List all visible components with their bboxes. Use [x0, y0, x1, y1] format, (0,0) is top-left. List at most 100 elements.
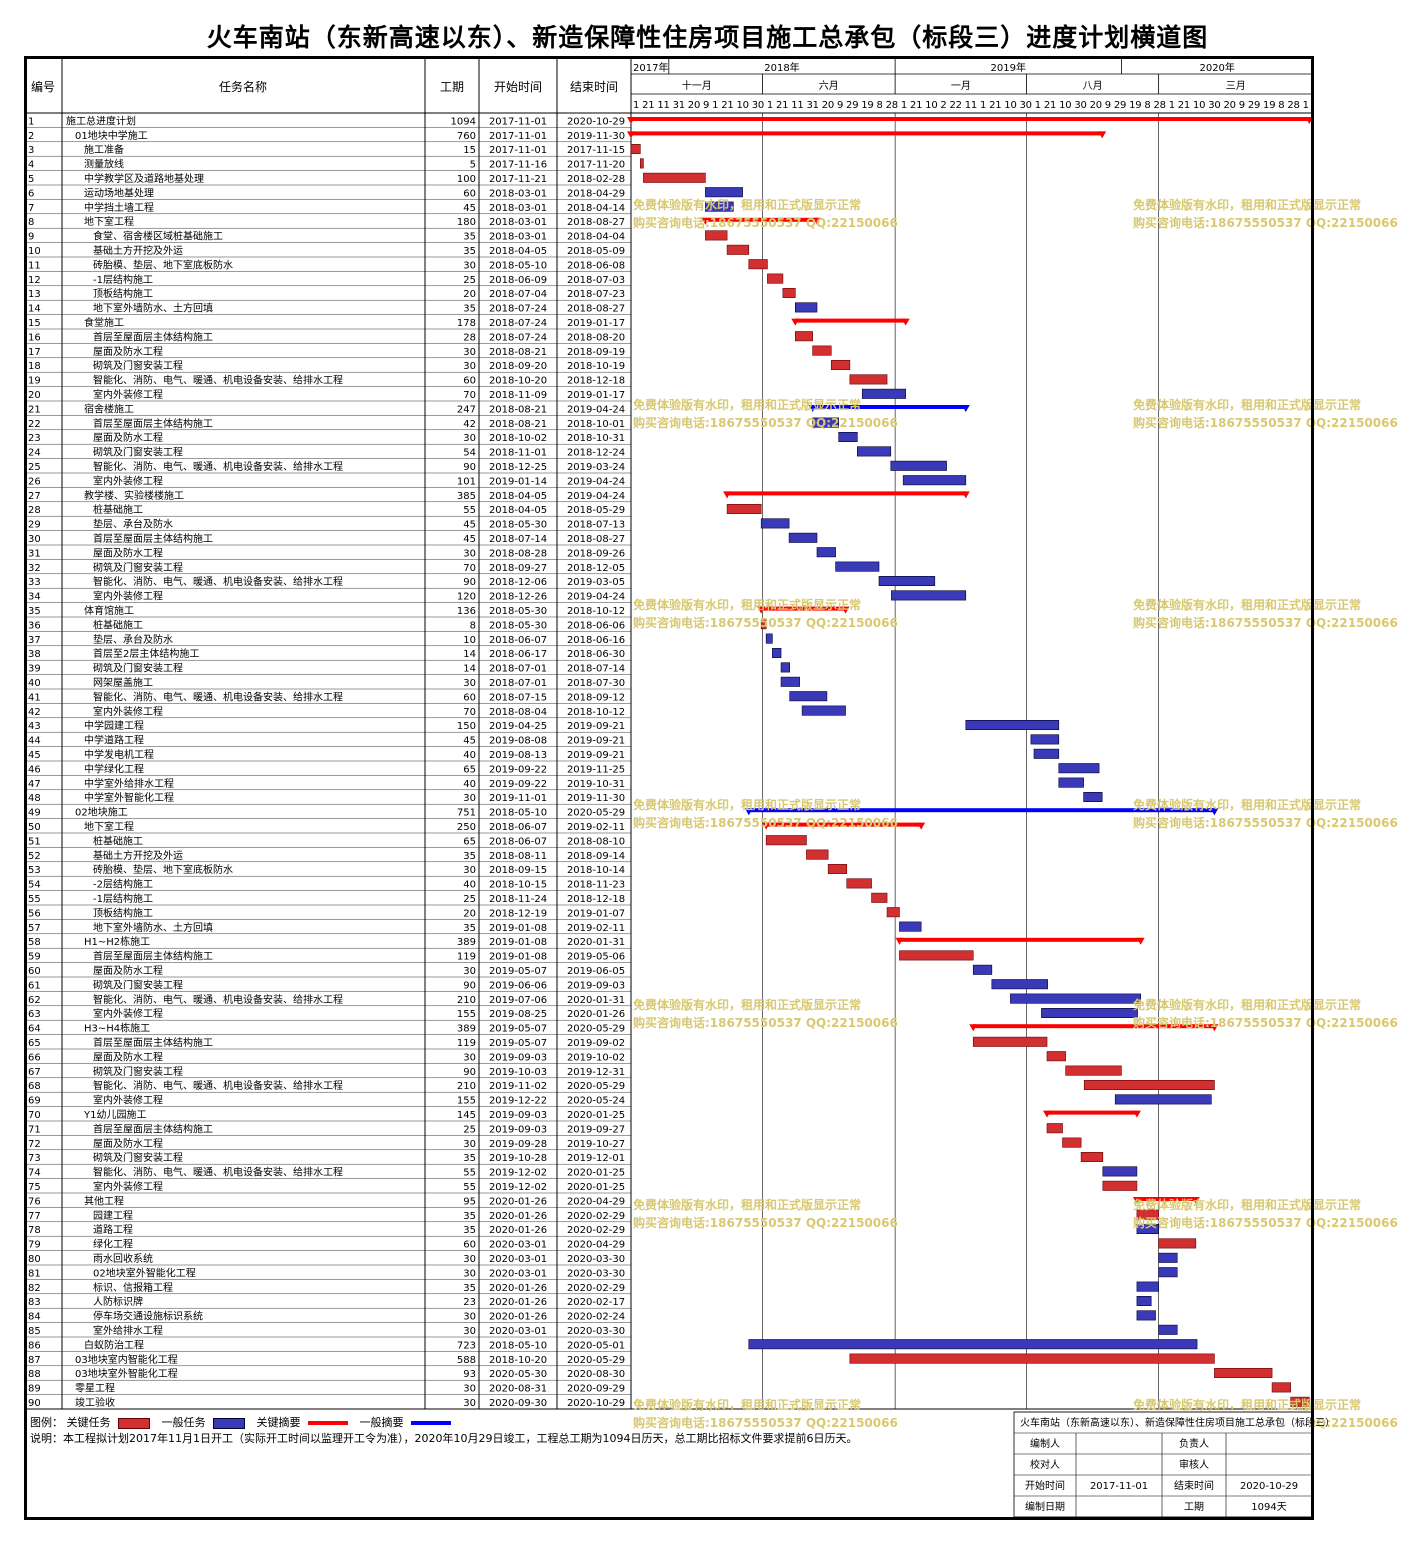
task-name: 道路工程 — [93, 1223, 133, 1236]
task-end: 2019-11-25 — [567, 764, 625, 775]
task-duration: 60 — [463, 376, 476, 387]
task-end: 2020-02-29 — [567, 1283, 625, 1294]
critical-task-bar — [871, 892, 888, 903]
task-name: 智能化、消防、电气、暖通、机电设备安装、给排水工程 — [93, 1166, 343, 1179]
task-end: 2019-04-24 — [567, 491, 625, 502]
task-name: 体育馆施工 — [84, 604, 134, 617]
task-start: 2020-01-26 — [489, 1312, 547, 1323]
task-name: 中学园建工程 — [84, 719, 144, 732]
task-name: 其他工程 — [84, 1194, 124, 1207]
task-id: 20 — [28, 390, 41, 401]
task-start: 2019-09-22 — [489, 779, 547, 790]
task-id: 51 — [28, 836, 41, 847]
watermark-line1: 免费体验版有水印，租用和正式版显示正常 — [1133, 197, 1361, 212]
critical-task-bar — [1083, 1080, 1215, 1091]
critical-summary-bar — [766, 822, 922, 827]
task-duration: 30 — [463, 361, 476, 372]
year-label: 2020年 — [1199, 61, 1234, 74]
task-duration: 40 — [463, 750, 476, 761]
critical-task-bar — [794, 331, 813, 342]
task-id: 88 — [28, 1369, 41, 1380]
quarter-label: 六月 — [819, 80, 839, 92]
task-duration: 30 — [463, 433, 476, 444]
task-end: 2018-04-29 — [567, 188, 625, 199]
critical-summary-bar — [631, 117, 1310, 121]
task-id: 3 — [28, 145, 34, 156]
task-start: 2019-09-22 — [489, 764, 547, 775]
task-duration: 35 — [463, 1153, 476, 1164]
task-id: 23 — [28, 433, 41, 444]
task-name: 室外给排水工程 — [93, 1324, 163, 1337]
task-duration: 155 — [457, 1096, 476, 1107]
task-duration: 93 — [463, 1369, 476, 1380]
task-duration: 30 — [463, 865, 476, 876]
task-start: 2017-11-16 — [489, 160, 547, 171]
info-label: 工期 — [1184, 1501, 1204, 1513]
watermark-line2: 购买咨询电话:18675550537 QQ:22150066 — [633, 1415, 898, 1430]
task-duration: 25 — [463, 275, 476, 286]
task-end: 2018-06-16 — [567, 635, 625, 646]
task-id: 38 — [28, 649, 41, 660]
column-header-start: 开始时间 — [494, 80, 542, 94]
task-end: 2020-08-30 — [567, 1369, 625, 1380]
task-name: 首层至2层主体结构施工 — [93, 647, 199, 660]
task-end: 2018-02-28 — [567, 174, 625, 185]
task-end: 2019-03-24 — [567, 462, 625, 473]
task-name: 砌筑及门窗安装工程 — [93, 978, 183, 991]
task-end: 2019-09-27 — [567, 1124, 625, 1135]
task-end: 2020-05-29 — [567, 808, 625, 819]
task-name: 中学发电机工程 — [84, 748, 154, 761]
task-start: 2018-04-05 — [489, 505, 547, 516]
task-start: 2018-06-07 — [489, 822, 547, 833]
task-name: 砌筑及门窗安装工程 — [93, 1151, 183, 1164]
legend-critical-summary-label: 关键摘要 — [256, 1416, 301, 1429]
legend-critical-task-swatch — [118, 1417, 150, 1429]
task-id: 83 — [28, 1297, 41, 1308]
quarter-label: 十一月 — [682, 79, 712, 92]
task-id: 6 — [28, 188, 34, 199]
task-id: 66 — [28, 1052, 41, 1063]
task-name: 雨水回收系统 — [93, 1252, 153, 1265]
task-duration: 65 — [463, 764, 476, 775]
task-name: 桩基础施工 — [93, 618, 143, 631]
watermark-line2: 购买咨询电话:18675550537 QQ:22150066 — [633, 815, 898, 830]
task-start: 2018-03-01 — [489, 203, 547, 214]
info-label: 开始时间 — [1025, 1479, 1065, 1492]
task-id: 14 — [28, 304, 41, 315]
task-duration: 30 — [463, 1139, 476, 1150]
task-id: 56 — [28, 908, 41, 919]
task-end: 2020-02-29 — [567, 1211, 625, 1222]
task-duration: 90 — [463, 462, 476, 473]
summary-start-marker — [701, 217, 710, 225]
task-id: 57 — [28, 923, 41, 934]
task-end: 2020-09-29 — [567, 1384, 625, 1395]
task-name: 智能化、消防、电气、暖通、机电设备安装、给排水工程 — [93, 993, 343, 1006]
legend-critical-summary-swatch — [308, 1421, 348, 1425]
legend: 图例： 关键任务 一般任务 关键摘要 一般摘要 — [30, 1414, 451, 1430]
summary-end-marker — [961, 405, 970, 412]
task-end: 2019-10-27 — [567, 1139, 625, 1150]
task-end: 2019-01-17 — [567, 390, 625, 401]
task-start: 2018-12-19 — [489, 908, 547, 919]
task-id: 24 — [28, 448, 41, 459]
task-end: 2019-04-24 — [567, 592, 625, 603]
task-name: 02地块施工 — [75, 806, 128, 819]
task-name: 顶板结构施工 — [93, 906, 153, 919]
info-label: 编制日期 — [1025, 1500, 1065, 1513]
task-start: 2019-12-02 — [489, 1182, 547, 1193]
summary-end-marker — [813, 217, 821, 225]
task-id: 76 — [28, 1196, 41, 1207]
task-duration: 25 — [463, 1124, 476, 1135]
task-name: 屋面及防水工程 — [93, 345, 163, 358]
task-name: 屋面及防水工程 — [93, 964, 163, 977]
task-end: 2018-09-12 — [567, 692, 625, 703]
task-id: 40 — [28, 678, 41, 689]
task-start: 2020-01-26 — [489, 1196, 547, 1207]
task-id: 79 — [28, 1240, 41, 1251]
task-duration: 30 — [463, 347, 476, 358]
critical-task-bar — [639, 158, 644, 169]
task-end: 2018-09-19 — [567, 347, 625, 358]
normal-task-bar — [788, 532, 818, 543]
normal-task-bar — [878, 575, 936, 586]
